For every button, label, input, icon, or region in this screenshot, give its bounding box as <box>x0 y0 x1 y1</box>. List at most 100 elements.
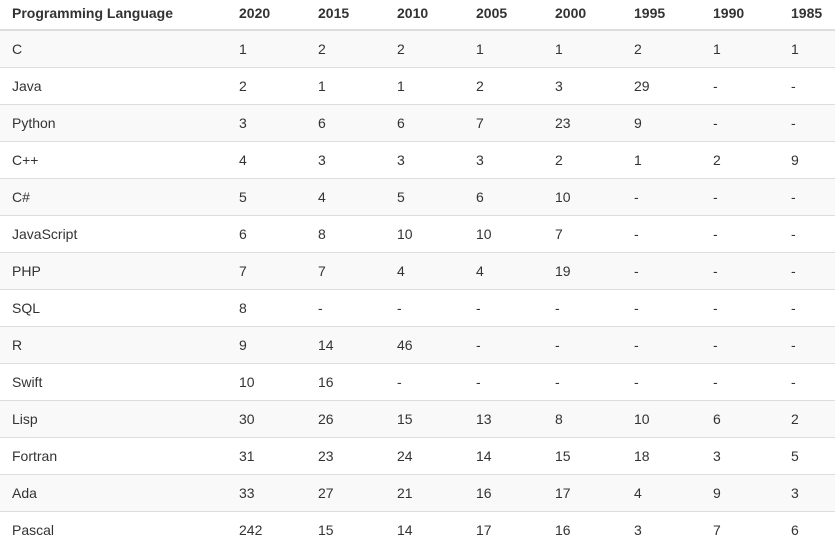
rank-cell: 1 <box>622 141 701 179</box>
rank-cell: 5 <box>385 178 464 216</box>
rank-cell: - <box>622 326 701 364</box>
rank-cell: 4 <box>227 141 306 179</box>
table-row: SQL 8- - - - - - - <box>0 289 835 327</box>
rank-cell: 10 <box>622 400 701 438</box>
rank-cell: 6 <box>385 104 464 142</box>
rank-cell: 6 <box>464 178 543 216</box>
column-header-year: 2005 <box>464 0 543 31</box>
table-row: Swift 10 16- - - - - - <box>0 363 835 401</box>
rank-cell: 3 <box>779 474 835 512</box>
table-row: R 9 14 46- - - - - <box>0 326 835 364</box>
table-row: Python 3 6 6 7 23 9- - <box>0 104 835 142</box>
rank-cell: 1 <box>713 41 721 57</box>
rank-cell: - <box>701 252 779 290</box>
table-row: C 1 2 2 1 1 2 1 1 <box>0 30 835 68</box>
table-row: Java 2 1 1 2 3 29- - <box>0 67 835 105</box>
header-row: Programming Language 2020 2015 2010 2005 2000… <box>0 0 835 31</box>
language-cell: SQL <box>0 289 227 327</box>
rank-cell: 6 <box>779 511 835 540</box>
rank-cell: - <box>779 215 835 253</box>
rank-cell: 3 <box>622 511 701 540</box>
rank-cell: 6 <box>306 104 385 142</box>
rank-cell: 23 <box>543 104 622 142</box>
rank-cell: - <box>622 178 701 216</box>
language-cell: Python <box>0 104 227 142</box>
rank-cell: 7 <box>464 104 543 142</box>
rank-cell: 3 <box>385 141 464 179</box>
column-header-year: 1985 <box>779 0 835 31</box>
column-header-year: 1995 <box>622 0 701 31</box>
rank-cell: - <box>701 178 779 216</box>
rank-cell: 3 <box>227 104 306 142</box>
rank-cell: 1 <box>306 67 385 105</box>
column-header-year: 1990 <box>701 0 779 31</box>
rank-cell: 14 <box>464 437 543 475</box>
rank-cell: 9 <box>622 104 701 142</box>
rank-cell: 7 <box>701 511 779 540</box>
rank-cell: - <box>622 252 701 290</box>
rank-cell: - <box>779 363 835 401</box>
rank-cell: - <box>622 363 701 401</box>
rank-cell: 21 <box>385 474 464 512</box>
rank-cell: 14 <box>306 326 385 364</box>
rank-cell: - <box>306 289 385 327</box>
rank-cell: 30 <box>227 400 306 438</box>
rank-cell: 7 <box>306 252 385 290</box>
rank-cell: 6 <box>701 400 779 438</box>
rank-cell: - <box>779 178 835 216</box>
table-row: PHP 7 7 4 4 19- - - <box>0 252 835 290</box>
rank-cell: 6 <box>227 215 306 253</box>
rank-cell: 15 <box>543 437 622 475</box>
rank-cell: 31 <box>227 437 306 475</box>
rank-cell: 17 <box>543 474 622 512</box>
language-cell: Fortran <box>0 437 227 475</box>
rank-cell: 2 <box>464 67 543 105</box>
rank-cell: 17 <box>464 511 543 540</box>
rank-cell: 23 <box>306 437 385 475</box>
rank-cell: - <box>779 289 835 327</box>
rank-cell: 2 <box>701 141 779 179</box>
rank-cell: 1 <box>476 41 484 57</box>
table-row: Lisp 30 26 15 13 8 10 6 2 <box>0 400 835 438</box>
rank-cell: 7 <box>543 215 622 253</box>
language-cell: Ada <box>0 474 227 512</box>
rank-cell: 14 <box>385 511 464 540</box>
rank-cell: - <box>701 215 779 253</box>
rank-cell: 13 <box>464 400 543 438</box>
rank-cell: 18 <box>622 437 701 475</box>
rank-cell: 3 <box>464 141 543 179</box>
rank-cell: - <box>543 289 622 327</box>
rank-cell: 10 <box>227 363 306 401</box>
rank-cell: - <box>701 104 779 142</box>
rank-cell: - <box>701 289 779 327</box>
rank-cell: - <box>385 289 464 327</box>
rank-cell: 5 <box>227 178 306 216</box>
rank-cell: 9 <box>701 474 779 512</box>
table-header: Programming Language 2020 2015 2010 2005 2000… <box>0 0 835 31</box>
table-row: JavaScript 6 8 10 10 7- - - <box>0 215 835 253</box>
language-cell: Pascal <box>0 511 227 540</box>
rank-cell: 24 <box>385 437 464 475</box>
rank-cell: - <box>385 363 464 401</box>
rank-cell: 19 <box>543 252 622 290</box>
language-cell: Java <box>0 67 227 105</box>
rank-cell: 10 <box>464 215 543 253</box>
rank-cell: - <box>543 326 622 364</box>
rank-cell: 2 <box>634 41 642 57</box>
language-cell: Lisp <box>0 400 227 438</box>
rank-cell: - <box>622 215 701 253</box>
table-row: C++ 4 3 3 3 2 1 2 9 <box>0 141 835 179</box>
language-cell: Swift <box>0 363 227 401</box>
rank-cell: - <box>779 252 835 290</box>
column-header-year: 2010 <box>385 0 464 31</box>
rank-cell: 4 <box>464 252 543 290</box>
rank-cell: 7 <box>227 252 306 290</box>
rank-cell: 1 <box>791 41 799 57</box>
column-header-language: Programming Language <box>0 0 227 31</box>
rank-cell: 1 <box>385 67 464 105</box>
rank-cell: - <box>464 289 543 327</box>
rank-cell: - <box>779 326 835 364</box>
rank-cell: 1 <box>239 41 247 57</box>
language-cell: C <box>12 41 23 57</box>
